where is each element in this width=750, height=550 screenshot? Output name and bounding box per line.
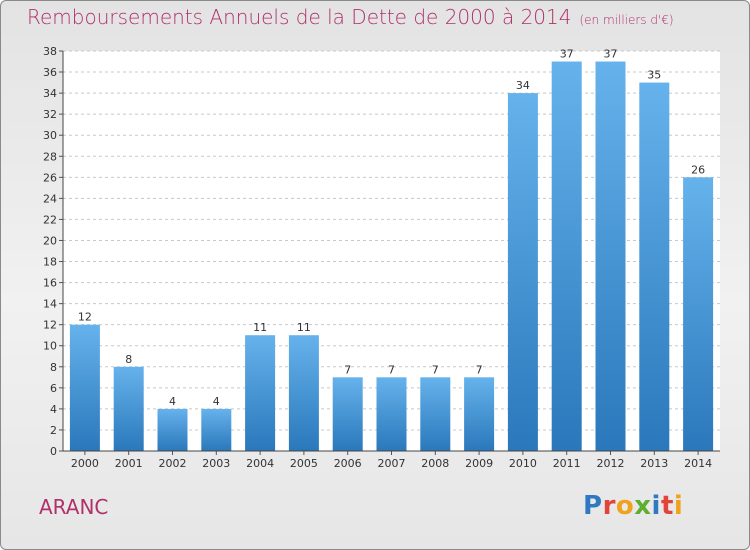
y-tick-label: 10 — [43, 340, 57, 353]
bar-value-label: 34 — [516, 79, 530, 92]
y-tick-label: 16 — [43, 277, 57, 290]
x-tick-label: 2011 — [553, 457, 581, 470]
x-tick-label: 2008 — [421, 457, 449, 470]
x-tick-label: 2007 — [378, 457, 406, 470]
bar — [113, 366, 144, 451]
bar-value-label: 4 — [213, 395, 220, 408]
x-tick-label: 2010 — [509, 457, 537, 470]
bar — [507, 93, 538, 452]
y-tick-label: 6 — [50, 382, 57, 395]
proxiti-logo: Proxiti — [583, 491, 684, 521]
chart-title-text: Remboursements Annuels de la Dette de 20… — [27, 5, 572, 29]
y-tick-label: 36 — [43, 66, 57, 79]
bar — [288, 335, 319, 451]
bar-value-label: 11 — [253, 321, 267, 334]
x-tick-label: 2009 — [465, 457, 493, 470]
y-tick-label: 18 — [43, 256, 57, 269]
y-tick-label: 2 — [50, 424, 57, 437]
y-tick-label: 0 — [50, 445, 57, 458]
x-tick-label: 2014 — [684, 457, 712, 470]
y-tick-label: 20 — [43, 234, 57, 247]
bar — [69, 324, 100, 451]
x-tick-label: 2005 — [290, 457, 318, 470]
chart-title: Remboursements Annuels de la Dette de 20… — [27, 5, 674, 29]
bar — [551, 61, 582, 452]
bar — [464, 377, 495, 451]
bar-value-label: 37 — [604, 48, 618, 61]
bar — [420, 377, 451, 451]
bar — [639, 82, 670, 451]
bar-value-label: 26 — [691, 163, 705, 176]
x-tick-label: 2000 — [71, 457, 99, 470]
x-tick-label: 2002 — [159, 457, 187, 470]
x-tick-label: 2001 — [115, 457, 143, 470]
y-tick-label: 24 — [43, 192, 57, 205]
x-tick-label: 2012 — [597, 457, 625, 470]
x-tick-label: 2004 — [246, 457, 274, 470]
bar — [376, 377, 407, 451]
bar-value-label: 8 — [125, 353, 132, 366]
y-tick-label: 34 — [43, 87, 57, 100]
bar — [332, 377, 363, 451]
bar-value-label: 7 — [476, 363, 483, 376]
x-tick-label: 2006 — [334, 457, 362, 470]
x-tick-label: 2013 — [640, 457, 668, 470]
y-tick-label: 30 — [43, 129, 57, 142]
bar — [201, 408, 232, 451]
y-tick-label: 14 — [43, 298, 57, 311]
bar — [683, 177, 714, 451]
bar-value-label: 7 — [432, 363, 439, 376]
commune-name: ARANC — [39, 495, 109, 519]
bar-value-label: 37 — [560, 48, 574, 61]
bar-value-label: 11 — [297, 321, 311, 334]
bar-value-label: 7 — [344, 363, 351, 376]
bar — [595, 61, 626, 452]
y-tick-label: 28 — [43, 150, 57, 163]
x-tick-label: 2003 — [202, 457, 230, 470]
y-tick-label: 22 — [43, 213, 57, 226]
y-tick-label: 26 — [43, 171, 57, 184]
bar-value-label: 35 — [647, 69, 661, 82]
y-tick-label: 32 — [43, 108, 57, 121]
y-tick-label: 4 — [50, 403, 57, 416]
bar-value-label: 4 — [169, 395, 176, 408]
y-tick-label: 38 — [43, 45, 57, 58]
bar — [157, 408, 188, 451]
bar-value-label: 7 — [388, 363, 395, 376]
y-tick-label: 12 — [43, 319, 57, 332]
bar — [245, 335, 276, 451]
chart-unit: (en milliers d'€) — [579, 13, 674, 27]
y-tick-label: 8 — [50, 361, 57, 374]
bar-value-label: 12 — [78, 311, 92, 324]
